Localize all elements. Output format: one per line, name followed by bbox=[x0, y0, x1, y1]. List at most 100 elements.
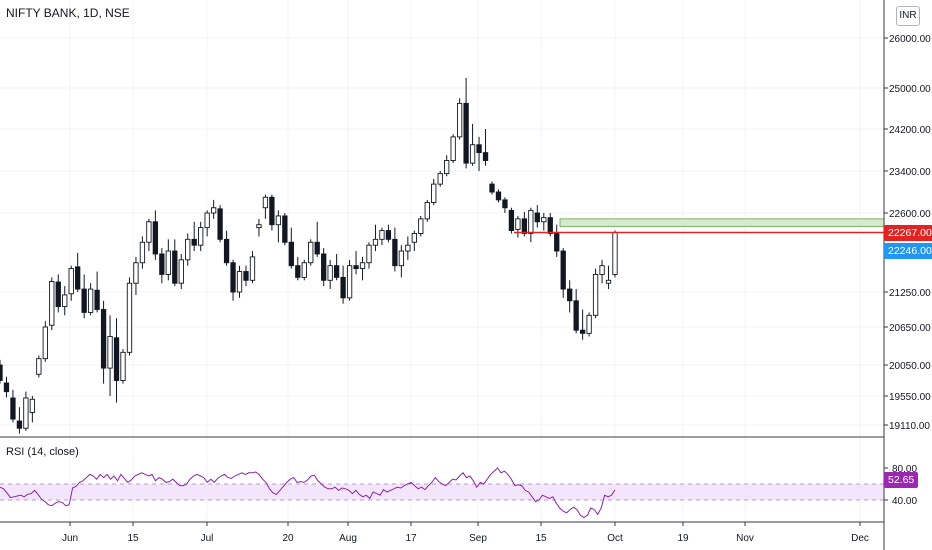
candle[interactable] bbox=[42, 321, 48, 362]
candle[interactable] bbox=[456, 98, 463, 140]
candle[interactable] bbox=[469, 123, 476, 166]
candle[interactable] bbox=[94, 271, 100, 313]
candle[interactable] bbox=[139, 236, 146, 269]
candle-body bbox=[372, 238, 379, 246]
candle[interactable] bbox=[327, 259, 333, 290]
candle[interactable] bbox=[249, 251, 256, 284]
candle[interactable] bbox=[599, 259, 605, 284]
candle[interactable] bbox=[515, 215, 521, 238]
time-axis[interactable]: Jun 15 Jul 20 Aug 17 Sep 15 Oct 19 Nov Dec bbox=[62, 522, 869, 544]
candle[interactable] bbox=[75, 252, 81, 292]
candle[interactable] bbox=[346, 259, 353, 301]
time-tick-label: 17 bbox=[405, 533, 417, 544]
candle[interactable] bbox=[534, 205, 540, 228]
candle[interactable] bbox=[81, 274, 87, 319]
candle[interactable] bbox=[100, 300, 107, 384]
candle[interactable] bbox=[528, 207, 534, 243]
candle[interactable] bbox=[262, 194, 269, 219]
candle[interactable] bbox=[10, 389, 16, 423]
candle[interactable] bbox=[223, 230, 230, 266]
candle[interactable] bbox=[16, 407, 23, 434]
candle[interactable] bbox=[68, 265, 74, 301]
candle[interactable] bbox=[579, 309, 586, 340]
candle[interactable] bbox=[605, 265, 612, 290]
candle[interactable] bbox=[230, 259, 236, 301]
candle[interactable] bbox=[87, 283, 94, 316]
candle[interactable] bbox=[198, 221, 204, 252]
candle[interactable] bbox=[463, 78, 469, 169]
price-axis[interactable]: 26000.00 25000.00 24200.00 23400.00 22600.00… bbox=[884, 34, 931, 432]
candle[interactable] bbox=[275, 210, 282, 243]
candle[interactable] bbox=[573, 289, 579, 334]
candle[interactable] bbox=[541, 213, 547, 231]
candle[interactable] bbox=[592, 268, 599, 319]
candle[interactable] bbox=[62, 286, 68, 316]
candle[interactable] bbox=[308, 239, 314, 266]
candle[interactable] bbox=[379, 227, 385, 246]
candle[interactable] bbox=[301, 259, 307, 281]
candle[interactable] bbox=[107, 315, 113, 396]
candle[interactable] bbox=[165, 239, 171, 281]
candle[interactable] bbox=[359, 256, 366, 281]
candle[interactable] bbox=[495, 189, 502, 203]
candle[interactable] bbox=[269, 194, 275, 231]
candle[interactable] bbox=[256, 218, 262, 237]
candle[interactable] bbox=[476, 136, 482, 171]
candle[interactable] bbox=[126, 277, 133, 356]
candle[interactable] bbox=[431, 178, 437, 206]
candle[interactable] bbox=[36, 355, 42, 378]
candle[interactable] bbox=[243, 265, 249, 287]
currency-button[interactable]: INR bbox=[896, 6, 920, 26]
candle[interactable] bbox=[385, 224, 392, 243]
candle[interactable] bbox=[178, 253, 184, 290]
candle[interactable] bbox=[372, 224, 379, 252]
candle[interactable] bbox=[152, 210, 159, 260]
candle[interactable] bbox=[295, 256, 301, 281]
candle[interactable] bbox=[133, 256, 139, 295]
candle[interactable] bbox=[113, 318, 120, 403]
candle[interactable] bbox=[366, 242, 372, 269]
candle[interactable] bbox=[288, 227, 294, 269]
candle[interactable] bbox=[217, 205, 223, 243]
candle[interactable] bbox=[508, 207, 515, 234]
candle[interactable] bbox=[29, 396, 36, 423]
candle[interactable] bbox=[612, 230, 618, 278]
candle[interactable] bbox=[210, 199, 217, 219]
candle[interactable] bbox=[314, 221, 320, 257]
candle[interactable] bbox=[146, 218, 152, 252]
candle[interactable] bbox=[3, 376, 10, 398]
candle[interactable] bbox=[444, 155, 450, 177]
candle[interactable] bbox=[398, 245, 405, 278]
candle[interactable] bbox=[411, 230, 417, 252]
candle[interactable] bbox=[489, 181, 495, 195]
candle[interactable] bbox=[282, 213, 288, 246]
candle[interactable] bbox=[0, 359, 3, 384]
candle[interactable] bbox=[333, 253, 340, 281]
candle[interactable] bbox=[405, 236, 411, 260]
candle[interactable] bbox=[586, 312, 592, 337]
candle[interactable] bbox=[560, 248, 566, 298]
candle[interactable] bbox=[340, 265, 346, 304]
candle[interactable] bbox=[567, 280, 573, 313]
candle[interactable] bbox=[172, 239, 178, 287]
candle[interactable] bbox=[159, 248, 165, 284]
candle[interactable] bbox=[437, 171, 443, 187]
candle[interactable] bbox=[120, 349, 126, 384]
candle[interactable] bbox=[418, 215, 424, 237]
price-zone-box[interactable] bbox=[559, 218, 885, 227]
candle[interactable] bbox=[450, 134, 456, 164]
candle[interactable] bbox=[392, 227, 398, 272]
candle[interactable] bbox=[191, 221, 197, 252]
candle[interactable] bbox=[55, 274, 61, 313]
candle[interactable] bbox=[236, 265, 243, 298]
candle[interactable] bbox=[482, 129, 489, 166]
candle[interactable] bbox=[353, 251, 359, 275]
candle[interactable] bbox=[502, 197, 508, 213]
candle[interactable] bbox=[321, 248, 327, 287]
candle[interactable] bbox=[554, 224, 560, 257]
candle[interactable] bbox=[23, 391, 29, 431]
candle[interactable] bbox=[424, 199, 430, 222]
candle[interactable] bbox=[185, 233, 191, 266]
candle[interactable] bbox=[49, 277, 55, 331]
candle[interactable] bbox=[204, 210, 210, 237]
